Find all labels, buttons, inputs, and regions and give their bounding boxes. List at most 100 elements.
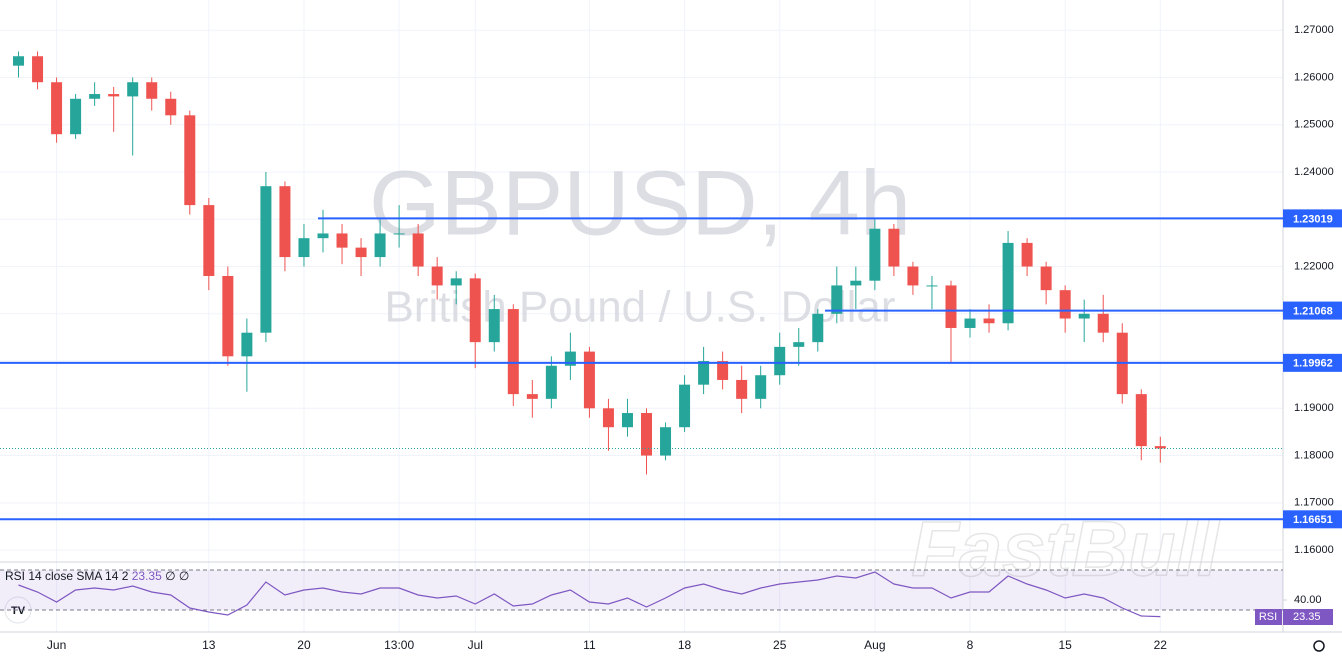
candle-body <box>1154 446 1166 449</box>
candle-body <box>926 285 938 287</box>
candle-body <box>1078 313 1090 319</box>
level-label: 1.19962 <box>1293 358 1333 370</box>
level-label-box <box>1283 353 1342 372</box>
candle-body <box>108 94 120 97</box>
x-tick-label: 22 <box>1154 638 1168 652</box>
watermark-subtitle: British Pound / U.S. Dollar <box>384 283 895 332</box>
candle-body <box>431 266 443 286</box>
candle-body <box>907 266 919 286</box>
level-label-box <box>1283 209 1342 228</box>
settings-icon[interactable] <box>1313 640 1325 652</box>
y-tick-label: 1.17000 <box>1294 497 1334 509</box>
candle-body <box>260 186 272 333</box>
candle-body <box>869 228 881 281</box>
candle-body <box>1002 242 1014 324</box>
candle-body <box>488 309 500 343</box>
rsi-line <box>18 571 1161 618</box>
rsi-legend-label: RSI 14 close SMA 14 2 <box>5 569 129 583</box>
y-tick-label: 1.19000 <box>1294 402 1334 414</box>
y-tick-label: 1.16000 <box>1294 544 1334 556</box>
candle-body <box>241 332 253 357</box>
y-tick-label: 1.26000 <box>1294 71 1334 83</box>
candle-body <box>526 394 538 399</box>
candle-body <box>679 384 691 428</box>
candle-body <box>32 56 44 83</box>
rsi-legend-na: ∅ ∅ <box>165 569 189 583</box>
x-tick-label: Jun <box>47 638 66 652</box>
candle-body <box>203 205 215 276</box>
candle-body <box>888 228 900 267</box>
y-tick-label: 1.18000 <box>1294 449 1334 461</box>
y-tick-label: 1.27000 <box>1294 24 1334 36</box>
x-tick-label: 8 <box>967 638 974 652</box>
level-label: 1.16651 <box>1293 514 1333 526</box>
rsi-value-box <box>1283 609 1333 625</box>
level-label-box <box>1283 301 1342 320</box>
x-tick-label: Aug <box>864 638 885 652</box>
x-tick-label: 13:00 <box>384 638 414 652</box>
candle-body <box>317 233 329 239</box>
candle-body <box>336 233 348 248</box>
candle-body <box>1097 313 1109 333</box>
y-tick-label: 1.24000 <box>1294 166 1334 178</box>
x-tick-label: 13 <box>202 638 216 652</box>
candle-body <box>222 275 234 357</box>
candle-body <box>469 278 481 343</box>
candle-body <box>698 361 710 385</box>
candle-body <box>564 351 576 366</box>
candle-body <box>850 280 862 286</box>
x-tick-label: 15 <box>1058 638 1072 652</box>
candle-body <box>89 94 101 99</box>
candle-body <box>298 238 310 258</box>
rsi-band-fill <box>0 570 1283 610</box>
candle-body <box>983 318 995 324</box>
level-label: 1.21068 <box>1293 305 1333 317</box>
candle-body <box>583 351 595 409</box>
x-tick-label: 18 <box>678 638 692 652</box>
candle-body <box>374 233 386 258</box>
x-tick-label: Jul <box>468 638 483 652</box>
candle-body <box>127 82 139 97</box>
level-label-box <box>1283 510 1342 529</box>
candle-body <box>146 82 158 99</box>
candle-body <box>755 375 767 399</box>
x-tick-label: 25 <box>773 638 787 652</box>
candle-body <box>1040 266 1052 291</box>
y-tick-label: 1.22000 <box>1294 260 1334 272</box>
x-tick-label: 11 <box>583 638 596 652</box>
candle-body <box>812 313 824 343</box>
rsi-legend-value: 23.35 <box>132 569 162 583</box>
candle-body <box>13 56 25 66</box>
candle-body <box>355 247 367 258</box>
candle-body <box>717 361 729 380</box>
candle-body <box>641 413 653 456</box>
candle-body <box>279 186 291 258</box>
candle-body <box>450 278 462 286</box>
y-tick-label: 1.25000 <box>1294 119 1334 131</box>
candle-body <box>602 408 614 428</box>
candle-body <box>545 365 557 399</box>
candle-body <box>184 115 196 206</box>
candle-body <box>412 233 424 267</box>
candle-body <box>1135 394 1147 447</box>
rsi-name-box <box>1255 609 1282 625</box>
candle-body <box>393 233 405 235</box>
candle-body <box>621 413 633 428</box>
candle-body <box>1059 290 1071 319</box>
candle-body <box>736 379 748 399</box>
logo-mark[interactable]: TV <box>11 605 26 617</box>
rsi-value-badge: 23.35 <box>1293 611 1321 623</box>
rsi-legend: RSI 14 close SMA 14 2 23.35 ∅ ∅ <box>5 569 189 583</box>
rsi-name-badge: RSI <box>1259 611 1277 623</box>
candle-body <box>70 98 82 135</box>
candle-body <box>945 285 957 328</box>
x-tick-label: 20 <box>297 638 311 652</box>
candle-body <box>793 342 805 347</box>
candle-body <box>660 427 672 456</box>
candle-body <box>1021 242 1033 267</box>
rsi-tick-label: 40.00 <box>1294 594 1322 606</box>
candle-body <box>507 309 519 395</box>
candle-body <box>831 285 843 314</box>
candle-body <box>165 98 177 116</box>
